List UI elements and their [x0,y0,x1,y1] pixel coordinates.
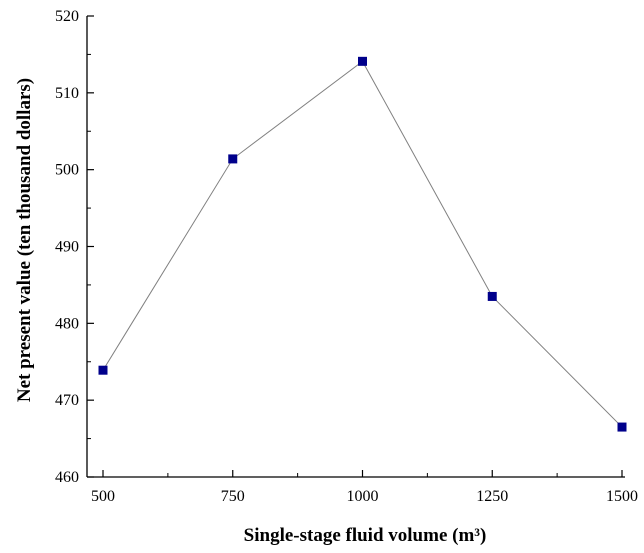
y-tick-label: 490 [55,239,79,256]
data-point [358,56,367,66]
axes [86,16,625,478]
x-tick-label: 500 [91,488,115,505]
y-tick-label: 510 [55,85,79,102]
ticks: 460 470 480 490 500 510 520 500 750 1000 1250 1500 [55,8,638,505]
y-tick-label: 470 [55,392,79,409]
y-tick-label: 480 [55,315,79,332]
series-line [102,60,623,428]
data-point [487,291,497,301]
data-point [228,154,238,164]
y-tick-label: 520 [55,8,79,25]
x-tick-label: 1500 [606,488,638,505]
data-point [617,422,627,432]
y-axis-title: Net present value (ten thousand dollars) [14,78,35,402]
data-point [98,365,108,375]
x-tick-label: 750 [221,488,245,505]
series [98,56,627,432]
x-axis-title: Single-stage fluid volume (m³) [244,525,487,546]
y-tick-label: 460 [55,469,79,486]
x-tick-label: 1250 [476,488,508,505]
y-tick-label: 500 [55,162,79,179]
x-tick-label: 1000 [347,488,379,505]
